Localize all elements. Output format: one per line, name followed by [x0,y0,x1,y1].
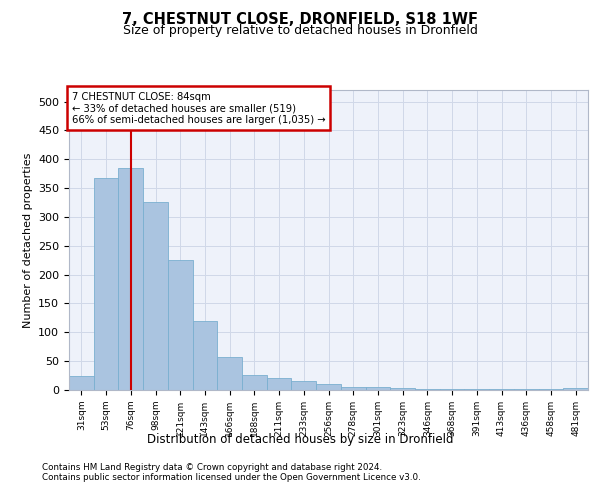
Bar [341,386,365,390]
Text: Size of property relative to detached houses in Dronfield: Size of property relative to detached ho… [122,24,478,37]
Bar [316,384,341,390]
Bar [242,375,267,390]
Text: Contains public sector information licensed under the Open Government Licence v3: Contains public sector information licen… [42,474,421,482]
Y-axis label: Number of detached properties: Number of detached properties [23,152,32,328]
Bar [118,168,143,390]
Bar [217,357,242,390]
Text: 7, CHESTNUT CLOSE, DRONFIELD, S18 1WF: 7, CHESTNUT CLOSE, DRONFIELD, S18 1WF [122,12,478,28]
Bar [193,321,217,390]
Bar [69,376,94,390]
Text: Contains HM Land Registry data © Crown copyright and database right 2024.: Contains HM Land Registry data © Crown c… [42,464,382,472]
Bar [292,382,316,390]
Bar [365,387,390,390]
Bar [267,378,292,390]
Bar [440,389,464,390]
Text: 7 CHESTNUT CLOSE: 84sqm
← 33% of detached houses are smaller (519)
66% of semi-d: 7 CHESTNUT CLOSE: 84sqm ← 33% of detache… [71,92,325,124]
Bar [415,389,440,390]
Bar [390,388,415,390]
Bar [563,388,588,390]
Bar [94,178,118,390]
Text: Distribution of detached houses by size in Dronfield: Distribution of detached houses by size … [147,432,453,446]
Bar [168,260,193,390]
Bar [143,202,168,390]
